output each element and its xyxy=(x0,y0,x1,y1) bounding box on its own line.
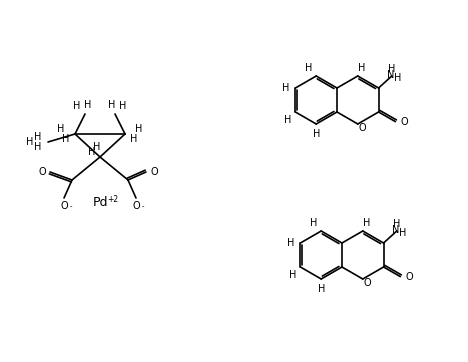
Text: N: N xyxy=(392,225,400,235)
Text: H: H xyxy=(93,142,101,152)
Text: H: H xyxy=(289,270,296,280)
Text: N: N xyxy=(387,70,395,80)
Text: O: O xyxy=(60,201,68,211)
Text: H: H xyxy=(135,124,143,134)
Text: O: O xyxy=(150,167,158,177)
Text: -: - xyxy=(142,203,144,209)
Text: H: H xyxy=(84,100,92,110)
Text: H: H xyxy=(388,64,395,74)
Text: O: O xyxy=(359,123,366,133)
Text: Pd: Pd xyxy=(92,195,108,209)
Text: H: H xyxy=(73,101,80,111)
Text: H: H xyxy=(34,142,42,152)
Text: H: H xyxy=(393,219,401,229)
Text: H: H xyxy=(130,134,138,144)
Text: H: H xyxy=(317,284,325,294)
Text: H: H xyxy=(309,218,317,228)
Text: H: H xyxy=(62,134,70,144)
Text: H: H xyxy=(57,124,65,134)
Text: H: H xyxy=(108,100,116,110)
Text: H: H xyxy=(34,132,42,142)
Text: H: H xyxy=(88,147,95,157)
Text: H: H xyxy=(119,101,127,111)
Text: -: - xyxy=(70,203,72,209)
Text: H: H xyxy=(313,129,320,139)
Text: H: H xyxy=(394,73,402,83)
Text: O: O xyxy=(38,167,46,177)
Text: H: H xyxy=(305,63,312,73)
Text: O: O xyxy=(364,278,372,288)
Text: H: H xyxy=(399,228,406,238)
Text: H: H xyxy=(284,115,291,125)
Text: H: H xyxy=(26,137,34,147)
Text: O: O xyxy=(406,272,413,282)
Text: O: O xyxy=(132,201,140,211)
Text: H: H xyxy=(287,238,294,248)
Text: H: H xyxy=(363,218,371,228)
Text: H: H xyxy=(358,63,366,73)
Text: O: O xyxy=(401,117,408,127)
Text: +2: +2 xyxy=(108,194,118,203)
Text: H: H xyxy=(282,83,289,93)
